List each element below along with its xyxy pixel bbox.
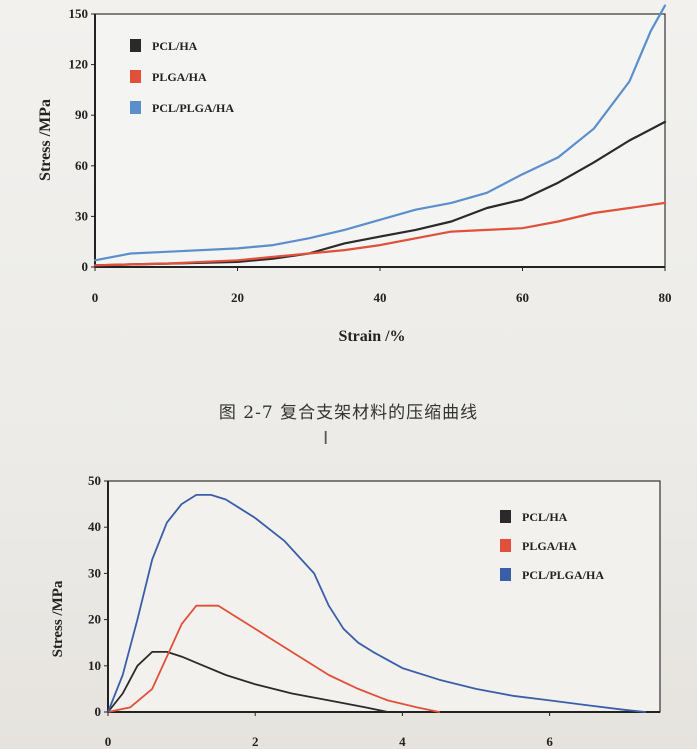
y-tick-label: 10: [88, 658, 101, 673]
legend-label: PLGA/HA: [152, 70, 207, 84]
y-tick-label: 20: [88, 612, 101, 627]
y-tick-label: 30: [75, 208, 88, 223]
legend-label: PCL/PLGA/HA: [522, 568, 604, 582]
x-tick-label: 4: [399, 734, 406, 749]
plot-area: [107, 480, 661, 713]
plot-area: [94, 13, 666, 268]
x-tick-label: 40: [374, 290, 387, 305]
stress-strain-chart-top: 0 20 40 60 80 0 30 60 90 120 150 PCL/HA PLGA/HA PCL/…: [37, 4, 672, 345]
series-line-pcl-ha: [107, 650, 389, 713]
series-line-pcl-plga-ha: [93, 4, 667, 262]
legend-label: PCL/HA: [152, 39, 198, 53]
x-tick-label: 0: [92, 290, 99, 305]
x-axis-label: Strain /%: [338, 328, 405, 345]
y-tick-label: 0: [82, 259, 89, 274]
y-tick-label: 150: [69, 6, 89, 21]
legend-swatch: [500, 568, 511, 581]
legend-swatch: [500, 539, 511, 552]
x-tick-label: 6: [546, 734, 553, 749]
y-tick-label: 30: [88, 565, 101, 580]
text-cursor-icon: I: [323, 428, 329, 449]
legend-swatch: [500, 510, 511, 523]
x-tick-label: 20: [231, 290, 244, 305]
figure-caption: 图 2-7 复合支架材料的压缩曲线: [218, 403, 479, 423]
y-tick-label: 90: [75, 107, 88, 122]
stress-strain-chart-bottom: 0 2 4 6 0 10 20 30 40 50 PCL/HA PLGA/HA PCL/PLGA/HA…: [50, 473, 661, 749]
y-axis-label: Stress /MPa: [37, 99, 54, 181]
y-axis-label: Stress /MPa: [50, 580, 66, 657]
y-tick-label: 120: [69, 57, 89, 72]
legend-label: PLGA/HA: [522, 539, 577, 553]
y-tick-label: 0: [95, 704, 102, 719]
x-tick-label: 60: [516, 290, 529, 305]
y-tick-label: 40: [88, 519, 101, 534]
x-tick-label: 0: [105, 734, 112, 749]
y-tick-label: 60: [75, 158, 88, 173]
legend-swatch: [130, 70, 141, 83]
x-tick-label: 2: [252, 734, 259, 749]
series-line-plga-ha: [93, 201, 667, 267]
legend-swatch: [130, 39, 141, 52]
y-tick-label: 50: [88, 473, 101, 488]
series-line-pcl-plga-ha: [107, 494, 647, 713]
legend-swatch: [130, 101, 141, 114]
series-line-plga-ha: [107, 604, 441, 713]
x-tick-label: 80: [659, 290, 672, 305]
legend-label: PCL/HA: [522, 510, 568, 524]
legend-label: PCL/PLGA/HA: [152, 101, 234, 115]
series-line-pcl-ha: [93, 120, 667, 267]
